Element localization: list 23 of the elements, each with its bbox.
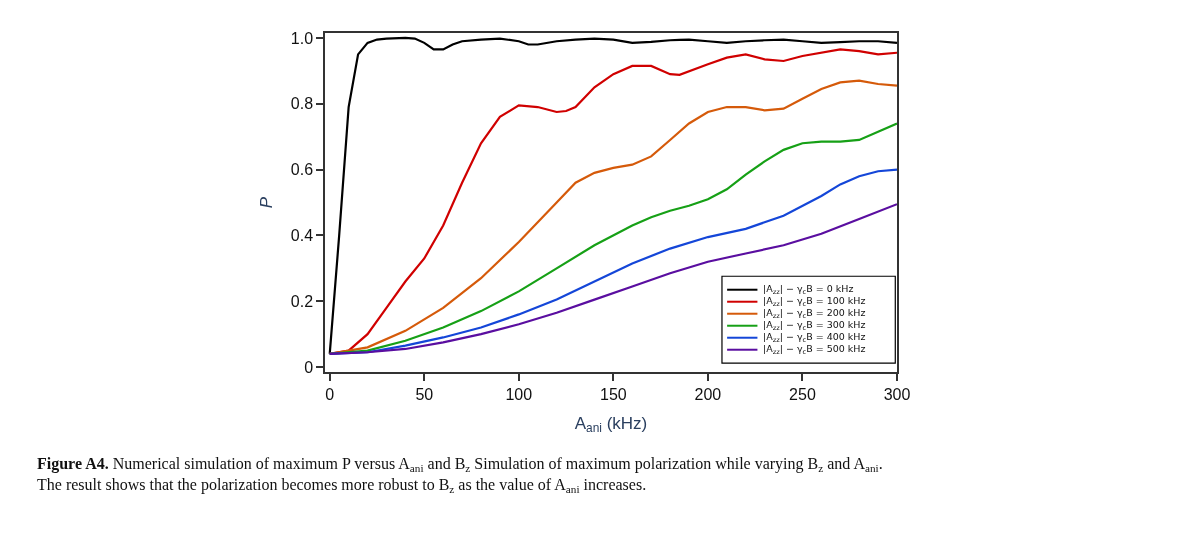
y-tick-label: 0.6 xyxy=(290,161,314,179)
legend-label: |A$_{zz}$| − γ$_{c}$B = 200 kHz xyxy=(763,307,866,320)
x-axis-title: A$_{ani}$ (kHz) xyxy=(574,413,648,436)
text: Figure A4. Numerical simulation of maximum P versus A$_{ani}$ and B$_{z}$ Simulation of maximum polarization while varying B$_{z}$ and A$_{ani}$. The result shows that the polarization becomes more robust to B$_{z}$ as the value of A$_{ani}$ increases. xyxy=(37,455,883,496)
x-tick-label: 0 xyxy=(325,385,335,403)
line-series xyxy=(328,203,897,355)
x-tick-label: 150 xyxy=(600,385,627,403)
legend-label: |A$_{zz}$| − γ$_{c}$B = 400 kHz xyxy=(763,331,866,344)
y-tick-label: 1.0 xyxy=(290,29,314,47)
legend-label: |A$_{zz}$| − γ$_{c}$B = 100 kHz xyxy=(763,295,866,308)
legend-label: |A$_{zz}$| − γ$_{c}$B = 0 kHz xyxy=(763,283,854,296)
y-tick-label: 0.2 xyxy=(290,292,314,310)
legend-label: |A$_{zz}$| − γ$_{c}$B = 500 kHz xyxy=(763,343,866,356)
x-tick-label: 200 xyxy=(694,385,722,403)
x-tick-label: 300 xyxy=(883,385,911,403)
legend-label: |A$_{zz}$| − γ$_{c}$B = 300 kHz xyxy=(763,319,866,332)
x-tick-label: 50 xyxy=(415,385,434,403)
y-tick-label: 0 xyxy=(304,358,314,376)
y-tick-label: 0.8 xyxy=(290,95,314,113)
y-tick-label: 0.4 xyxy=(290,227,314,245)
y-axis-title: P xyxy=(256,196,276,209)
x-tick-label: 100 xyxy=(505,385,533,403)
x-tick-label: 250 xyxy=(789,385,816,403)
